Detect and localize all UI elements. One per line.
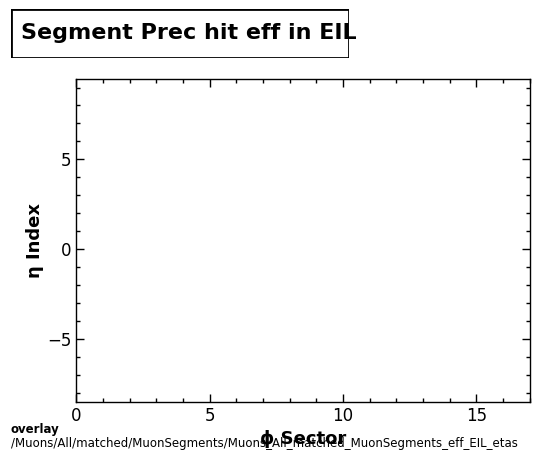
Text: overlay: overlay <box>11 423 60 436</box>
Y-axis label: η Index: η Index <box>26 203 44 278</box>
FancyBboxPatch shape <box>11 9 349 58</box>
X-axis label: ϕ Sector: ϕ Sector <box>260 431 346 448</box>
Text: Segment Prec hit eff in EIL: Segment Prec hit eff in EIL <box>21 24 357 43</box>
Text: /Muons/All/matched/MuonSegments/Muons_All_matched_MuonSegments_eff_EIL_etas: /Muons/All/matched/MuonSegments/Muons_Al… <box>11 437 518 450</box>
